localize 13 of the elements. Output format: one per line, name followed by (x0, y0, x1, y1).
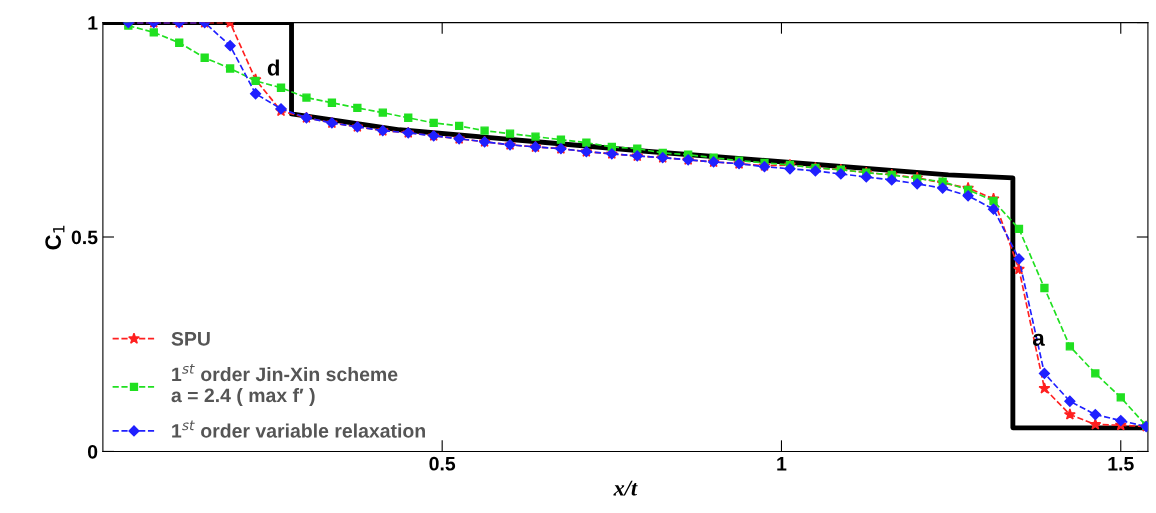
y-tick-label: 1 (88, 16, 98, 30)
legend-label: SPU (171, 331, 210, 346)
y-tick-label: 0 (87, 444, 98, 459)
annotation: a (1032, 333, 1045, 346)
legend-label: 1$^{st}$ order Jin-Xin scheme a = 2.4 ( max f′ ) (171, 364, 398, 407)
y-axis-title: C$_{1}$ (45, 225, 65, 250)
x-tick-label: 1.5 (1108, 457, 1134, 471)
annotation: d (267, 59, 279, 76)
x-axis-title: x/t (613, 480, 638, 496)
x-tick-label: 0.5 (429, 456, 456, 471)
legend-label: 1$^{st}$ order variable relaxation (172, 420, 425, 438)
y-tick-label: 0.5 (71, 230, 98, 245)
x-tick-label: 1 (777, 457, 787, 471)
